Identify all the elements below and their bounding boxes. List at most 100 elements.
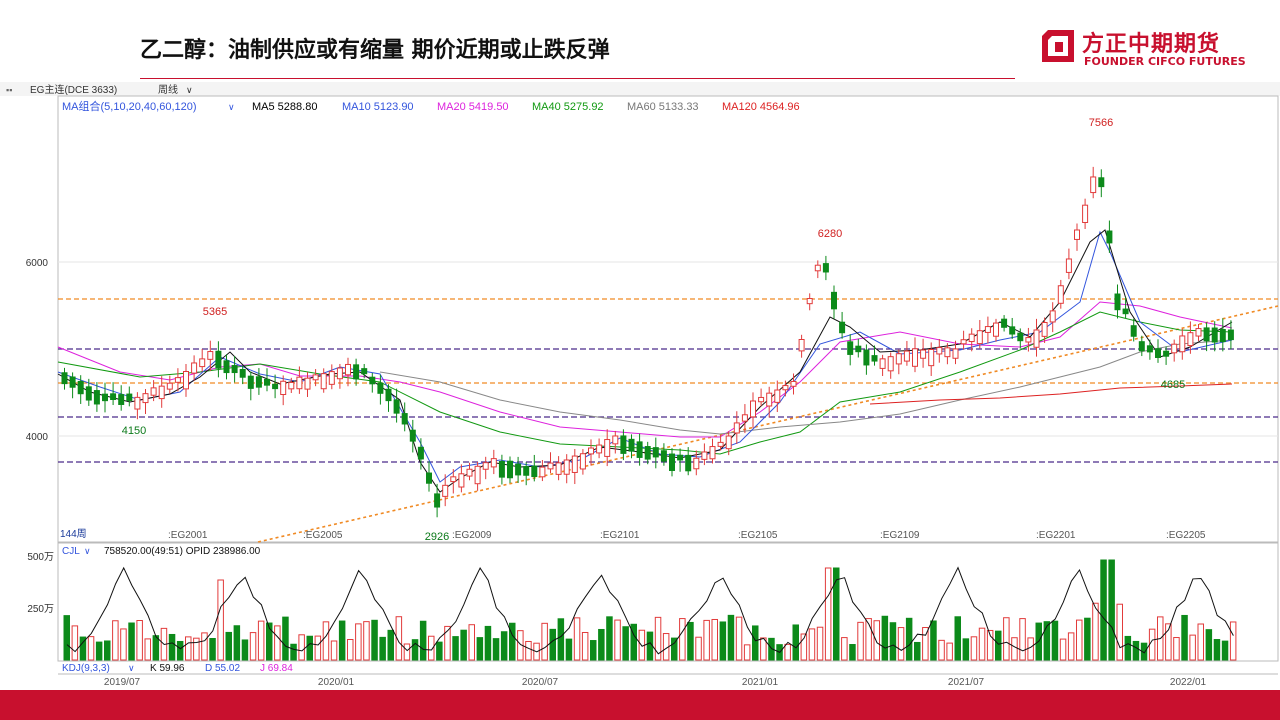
candle-body (984, 326, 991, 333)
volume-bar (128, 622, 135, 661)
candle-body (336, 367, 343, 380)
candle-body (377, 382, 384, 394)
candle-body (434, 493, 441, 508)
candle-body (450, 476, 457, 483)
volume-bar (922, 627, 929, 661)
period-selector[interactable]: 周线 (158, 83, 178, 96)
candle-body (166, 382, 173, 390)
candle-body (741, 414, 748, 422)
volume-bar (743, 644, 751, 661)
candle-body (571, 455, 578, 473)
volume-bar (1027, 637, 1034, 661)
volume-bar (266, 622, 273, 661)
candle-body (701, 451, 708, 460)
volume-bar (1011, 637, 1018, 661)
volume-bar (79, 636, 87, 661)
candle-body (1171, 343, 1178, 354)
date-label: 2020/01 (318, 677, 355, 688)
footer-bar (0, 690, 1280, 720)
volume-dropdown-icon[interactable]: ∨ (84, 546, 91, 556)
ma40-line (57, 311, 1233, 455)
annotation-low: 2926 (425, 531, 449, 543)
candle-body (1106, 230, 1113, 244)
volume-label[interactable]: CJL (62, 546, 80, 557)
candle-body (134, 396, 141, 410)
volume-bar (549, 628, 556, 661)
candle-body (288, 381, 295, 390)
volume-bar (120, 628, 127, 661)
volume-bar (1003, 617, 1010, 661)
volume-bar (930, 620, 937, 661)
candle-body (547, 462, 554, 470)
menu-dots-icon[interactable]: ▪▪ (6, 85, 12, 95)
candle-body (409, 429, 416, 442)
date-axis: 2019/07 2020/01 2020/07 2021/01 2021/07 2022/… (104, 677, 1207, 688)
kdj-label[interactable]: KDJ(9,3,3) (62, 663, 110, 674)
annotation-low: 4150 (122, 425, 146, 437)
candle-body (1130, 325, 1137, 337)
candle-body (191, 362, 198, 374)
candle-body (531, 465, 538, 478)
candle-body (490, 458, 497, 468)
volume-bar (808, 628, 816, 661)
candle-body (822, 263, 829, 273)
period-dropdown-icon[interactable]: ∨ (186, 85, 193, 95)
candle-body (588, 447, 594, 455)
volume-bar (176, 640, 184, 661)
candle-body (515, 463, 522, 476)
volume-bar (1213, 639, 1221, 661)
volume-bar (314, 635, 322, 661)
candle-body (523, 466, 530, 476)
volume-bar (500, 631, 508, 661)
candle-body (1025, 337, 1032, 343)
date-label: 2021/01 (742, 677, 779, 688)
slide-header: 乙二醇：油制供应或有缩量 期价近期或止跌反弹 方正中期期货 FOUNDER CI… (0, 0, 1280, 80)
kline-chart-panel[interactable]: ▪▪ EG主连(DCE 3633) 周线 ∨ 6000 4000 MA组合(5,… (0, 82, 1280, 690)
volume-bar (1092, 602, 1099, 661)
volume-bar (565, 638, 573, 661)
price-tick: 4000 (26, 432, 49, 443)
candle-body (1090, 176, 1097, 194)
volume-bar (873, 620, 880, 661)
volume-bar (428, 635, 435, 661)
volume-bar (1189, 634, 1196, 661)
volume-bar (201, 632, 208, 661)
candle-body (328, 371, 335, 385)
ma60-line (379, 339, 1233, 435)
candle-body (474, 465, 481, 485)
volume-bar (914, 641, 921, 661)
candle-body (758, 396, 765, 403)
candle-body (733, 422, 740, 434)
price-pane[interactable] (57, 95, 1279, 543)
volume-tick: 500万 (27, 552, 54, 563)
candle-body (539, 466, 546, 478)
candle-body (304, 377, 311, 390)
candle-body (863, 349, 870, 366)
candle-body (1001, 318, 1008, 328)
volume-bar (95, 641, 103, 661)
volume-bar (322, 621, 330, 661)
candle-body (847, 341, 854, 355)
volume-bar (557, 618, 565, 661)
volume-bar (792, 624, 799, 661)
ma-dropdown-icon[interactable]: ∨ (228, 102, 235, 112)
candle-body (1065, 258, 1072, 273)
kline-chart-svg[interactable]: ▪▪ EG主连(DCE 3633) 周线 ∨ 6000 4000 MA组合(5,… (0, 82, 1280, 690)
candle-body (110, 393, 117, 401)
volume-bar (1108, 559, 1115, 661)
kdj-dropdown-icon[interactable]: ∨ (128, 663, 135, 673)
candle-body (579, 453, 586, 470)
volume-bar (1116, 603, 1123, 661)
candle-body (887, 356, 894, 372)
candle-body (69, 376, 76, 388)
ma-group-label[interactable]: MA组合(5,10,20,40,60,120) (62, 99, 197, 113)
candle-body (693, 457, 700, 470)
volume-bar (436, 641, 443, 661)
volume-bar (217, 579, 224, 661)
candle-body (1082, 204, 1089, 223)
symbol-label[interactable]: EG主连(DCE 3633) (30, 83, 117, 96)
volume-bar (695, 636, 702, 661)
contract-label: :EG2009 (452, 530, 492, 541)
candle-body (1146, 345, 1153, 353)
candle-body (871, 355, 878, 362)
